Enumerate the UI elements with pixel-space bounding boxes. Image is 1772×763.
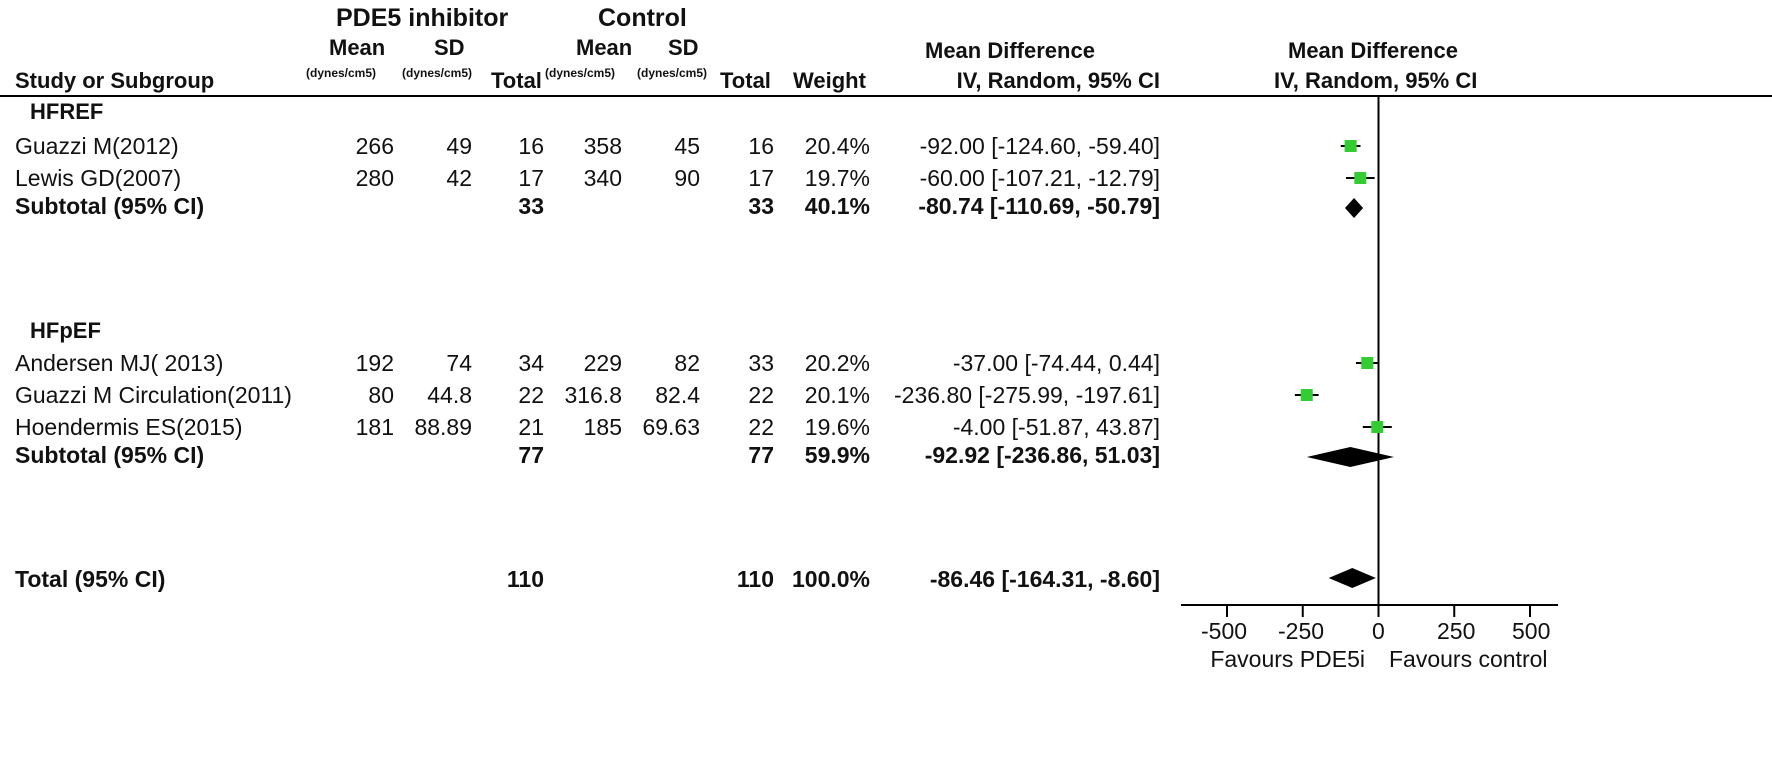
group-a-total-heading: Total [491,68,542,93]
sd-b: 90 [674,165,700,191]
axis-tick-label: 0 [1372,618,1385,644]
total-a: 17 [518,165,544,191]
weight: 19.7% [804,165,870,191]
study-name: Andersen MJ( 2013) [15,350,224,376]
sd-b: 45 [674,133,700,159]
total-a: 22 [518,382,544,408]
weight: 20.1% [804,382,870,408]
subtotal-label: Subtotal (95% CI) [15,442,205,468]
weight-heading: Weight [793,68,866,93]
group-a-heading: PDE5 inhibitor [336,4,509,32]
ci-text: -236.80 [-275.99, -197.61] [894,382,1160,408]
total-b: 22 [748,382,774,408]
ci-text: -60.00 [-107.21, -12.79] [919,165,1160,191]
group-a-mean-heading: Mean [329,35,386,60]
total-b: 17 [748,165,774,191]
total-a: 34 [518,350,544,376]
plot-heading: Mean Difference [1288,38,1458,63]
group-a-mean-unit: (dynes/cm5) [306,66,377,80]
ci-text: -92.00 [-124.60, -59.40] [919,133,1160,159]
total-weight: 100.0% [791,566,870,592]
group-b-mean-unit: (dynes/cm5) [545,66,616,80]
sd-a: 74 [446,350,472,376]
study-point-square [1354,172,1367,184]
subgroup-label-hfpef: HFpEF [30,318,101,343]
sd-a: 49 [446,133,472,159]
mean-a: 266 [355,133,394,159]
axis-tick-label: 500 [1512,618,1551,644]
group-a-sd-heading: SD [434,35,465,60]
mean-a: 181 [355,414,394,440]
study-point-square [1300,388,1313,402]
weight: 20.2% [804,350,870,376]
study-name: Hoendermis ES(2015) [15,414,243,440]
group-a-sd-unit: (dynes/cm5) [402,66,473,80]
sd-a: 44.8 [427,382,472,408]
total-ci-text: -86.46 [-164.31, -8.60] [929,566,1160,592]
group-b-total-heading: Total [720,68,771,93]
subtotal-ci-text: -92.92 [-236.86, 51.03] [924,442,1160,468]
subtotal-total-b: 77 [748,442,774,468]
total-total-a: 110 [506,566,544,592]
mean-b: 340 [583,165,622,191]
mean-b: 185 [583,414,622,440]
subtotal-weight: 59.9% [804,442,870,468]
weight: 19.6% [804,414,870,440]
subtotal-weight: 40.1% [804,193,870,219]
summary-diamond [1344,198,1364,218]
summary-diamond [1306,447,1394,467]
favours-right-label: Favours control [1389,646,1548,672]
total-label: Total (95% CI) [15,566,166,592]
total-a: 21 [518,414,544,440]
sd-a: 88.89 [414,414,472,440]
sd-b: 82 [674,350,700,376]
favours-left-label: Favours PDE5i [1210,646,1365,672]
group-b-sd-heading: SD [668,35,699,60]
total-total-b: 110 [736,566,774,592]
study-name: Guazzi M(2012) [15,133,179,159]
mean-a: 280 [355,165,394,191]
study-name: Guazzi M Circulation(2011) [15,382,292,408]
mean-a: 80 [368,382,394,408]
group-b-sd-unit: (dynes/cm5) [637,66,708,80]
sd-a: 42 [446,165,472,191]
study-name: Lewis GD(2007) [15,165,182,191]
summary-diamond [1328,568,1376,588]
plot-method-heading: IV, Random, 95% CI [1274,68,1478,93]
study-column-heading: Study or Subgroup [15,68,215,93]
mean-b: 316.8 [564,382,622,408]
total-b: 33 [748,350,774,376]
study-point-square [1371,421,1384,433]
total-b: 22 [748,414,774,440]
weight: 20.4% [804,133,870,159]
study-point-square [1361,356,1374,370]
ci-text: -4.00 [-51.87, 43.87] [952,414,1160,440]
mean-b: 358 [583,133,622,159]
axis-tick-label: -500 [1201,618,1248,644]
subtotal-ci-text: -80.74 [-110.69, -50.79] [918,193,1160,219]
ci-text: -37.00 [-74.44, 0.44] [952,350,1160,376]
subtotal-total-a: 33 [518,193,544,219]
study-point-square [1344,139,1357,153]
md-heading: Mean Difference [925,38,1095,63]
subtotal-total-a: 77 [518,442,544,468]
sd-b: 82.4 [655,382,700,408]
mean-b: 229 [583,350,622,376]
mean-a: 192 [355,350,394,376]
sd-b: 69.63 [642,414,700,440]
group-b-mean-heading: Mean [576,35,633,60]
subtotal-label: Subtotal (95% CI) [15,193,205,219]
subtotal-total-b: 33 [748,193,774,219]
group-b-heading: Control [598,4,687,32]
total-b: 16 [748,133,774,159]
plot-layer [1181,96,1558,617]
subgroup-label-hfref: HFREF [30,99,104,124]
total-a: 16 [518,133,544,159]
md-method-heading: IV, Random, 95% CI [956,68,1160,93]
axis-tick-label: -250 [1278,618,1325,644]
axis-tick-label: 250 [1437,618,1476,644]
